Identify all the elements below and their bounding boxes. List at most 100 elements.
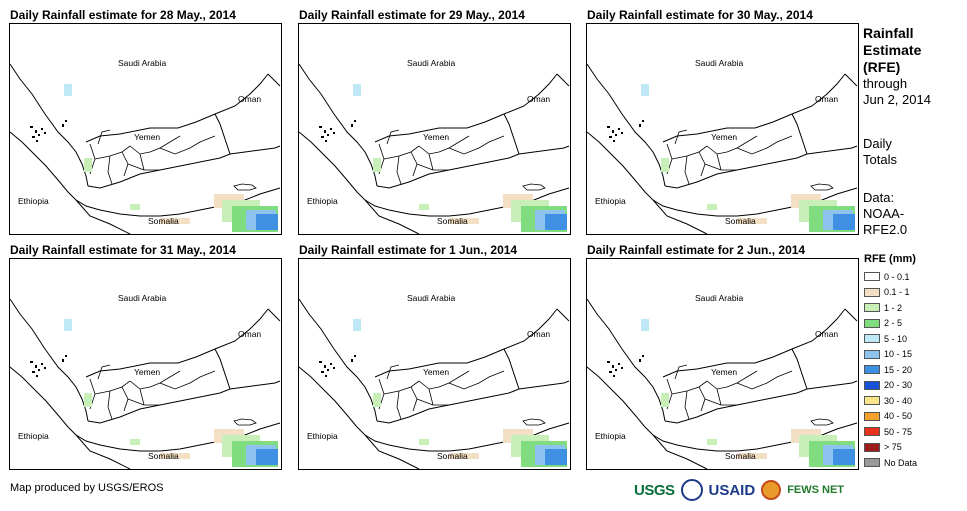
legend-swatch	[864, 411, 880, 421]
map-panel-1: Saudi Arabia Oman Yemen Ethiopia Somalia	[9, 23, 282, 235]
label-ethiopia: Ethiopia	[307, 431, 338, 441]
label-ethiopia: Ethiopia	[595, 196, 626, 206]
rfe-data-source: Data: NOAA- RFE2.0	[863, 190, 907, 238]
legend-swatch	[864, 458, 880, 468]
legend-swatch	[864, 427, 880, 437]
label-oman: Oman	[238, 329, 261, 339]
yemen-oman-border	[791, 348, 808, 390]
legend-item: 10 - 15	[864, 347, 917, 363]
fews-net-logo: FEWS NET	[787, 484, 845, 496]
ethiopia-somalia-border	[364, 199, 420, 234]
label-somalia: Somalia	[725, 451, 756, 461]
map-svg: Saudi Arabia Oman Yemen Ethiopia Somalia	[299, 293, 570, 469]
rainfall-field	[353, 84, 567, 232]
socotra-island	[522, 183, 546, 191]
legend-item: 0.1 - 1	[864, 285, 917, 301]
legend-label: 2 - 5	[884, 318, 903, 329]
usaid-seal-icon	[680, 479, 703, 501]
yemen-oman-border	[214, 113, 231, 155]
oman-coastline	[267, 308, 281, 322]
legend-item: No Data	[864, 455, 917, 471]
yemen-south-coastline	[87, 380, 281, 424]
label-yemen: Yemen	[423, 367, 449, 377]
label-yemen: Yemen	[423, 132, 449, 142]
yemen-south-coastline	[376, 145, 570, 189]
legend-label: No Data	[884, 457, 918, 468]
yemen-south-coastline	[87, 145, 281, 189]
red-sea-islands	[607, 355, 644, 377]
map-svg: Saudi Arabia Oman Yemen Ethiopia Somalia	[10, 293, 281, 469]
label-saudi-arabia: Saudi Arabia	[407, 58, 455, 68]
legend-label: 0.1 - 1	[884, 287, 910, 298]
yemen-south-coastline	[664, 380, 858, 424]
legend-heading: RFE (mm)	[864, 253, 916, 265]
panel-title-1: Daily Rainfall estimate for 28 May., 201…	[10, 8, 236, 22]
map-panel-5: Saudi Arabia Oman Yemen Ethiopia Somalia	[298, 258, 571, 470]
saudi-west-coastline	[299, 63, 378, 187]
oman-coastline	[267, 73, 281, 87]
rainfall-field	[64, 84, 278, 232]
legend-item: 50 - 75	[864, 424, 917, 440]
legend-swatch	[864, 396, 880, 406]
socotra-island	[522, 418, 546, 426]
label-somalia: Somalia	[437, 451, 468, 461]
legend-swatch	[864, 365, 880, 375]
rfe-data-label: Data:	[863, 190, 895, 205]
label-oman: Oman	[238, 94, 261, 104]
legend-label: 0 - 0.1	[884, 271, 910, 282]
legend-swatch	[864, 272, 880, 282]
saudi-yemen-border	[662, 73, 846, 143]
saudi-yemen-border	[374, 308, 558, 378]
label-saudi-arabia: Saudi Arabia	[118, 58, 166, 68]
label-oman: Oman	[815, 329, 838, 339]
yemen-oman-border	[503, 348, 520, 390]
oman-coastline	[844, 308, 858, 322]
legend-item: 0 - 0.1	[864, 269, 917, 285]
legend-swatch	[864, 303, 880, 313]
label-oman: Oman	[527, 94, 550, 104]
map-panel-4: Saudi Arabia Oman Yemen Ethiopia Somalia	[9, 258, 282, 470]
saudi-west-coastline	[10, 298, 89, 422]
rainfall-field	[641, 319, 855, 467]
map-credit: Map produced by USGS/EROS	[10, 482, 164, 494]
rfe-date: Jun 2, 2014	[863, 92, 931, 107]
saudi-yemen-border	[85, 308, 269, 378]
panel-title-6: Daily Rainfall estimate for 2 Jun., 2014	[587, 243, 806, 257]
ethiopia-somalia-border	[75, 199, 131, 234]
yemen-south-coastline	[376, 380, 570, 424]
label-saudi-arabia: Saudi Arabia	[118, 293, 166, 303]
saudi-west-coastline	[10, 63, 89, 187]
map-panel-6: Saudi Arabia Oman Yemen Ethiopia Somalia	[586, 258, 859, 470]
ethiopia-somalia-border	[652, 434, 708, 469]
saudi-west-coastline	[299, 298, 378, 422]
usgs-logo: USGS	[634, 481, 675, 499]
label-yemen: Yemen	[711, 367, 737, 377]
label-ethiopia: Ethiopia	[307, 196, 338, 206]
label-yemen: Yemen	[134, 367, 160, 377]
saudi-yemen-border	[662, 308, 846, 378]
legend-swatch	[864, 349, 880, 359]
legend-label: 20 - 30	[884, 380, 913, 391]
map-svg: Saudi Arabia Oman Yemen Ethiopia Somalia	[10, 58, 281, 234]
label-saudi-arabia: Saudi Arabia	[695, 58, 743, 68]
saudi-yemen-border	[374, 73, 558, 143]
yemen-south-coastline	[664, 145, 858, 189]
legend-rows: 0 - 0.1 0.1 - 1 1 - 2 2 - 5 5 - 10 10 - 15 15 …	[864, 269, 917, 471]
red-sea-islands	[319, 120, 356, 142]
legend-item: 30 - 40	[864, 393, 917, 409]
legend-item: 1 - 2	[864, 300, 917, 316]
label-oman: Oman	[815, 94, 838, 104]
map-svg: Saudi Arabia Oman Yemen Ethiopia Somalia	[299, 58, 570, 234]
label-somalia: Somalia	[148, 451, 179, 461]
panel-title-5: Daily Rainfall estimate for 1 Jun., 2014	[299, 243, 518, 257]
yemen-governorates	[378, 364, 505, 420]
legend-swatch	[864, 287, 880, 297]
yemen-oman-border	[503, 113, 520, 155]
socotra-island	[233, 183, 257, 191]
legend-item: 2 - 5	[864, 316, 917, 332]
yemen-governorates	[666, 129, 793, 185]
socotra-island	[810, 183, 834, 191]
legend-label: > 75	[884, 442, 902, 453]
rfe-title-line1: Rainfall	[863, 25, 914, 41]
panel-title-3: Daily Rainfall estimate for 30 May., 201…	[587, 8, 813, 22]
